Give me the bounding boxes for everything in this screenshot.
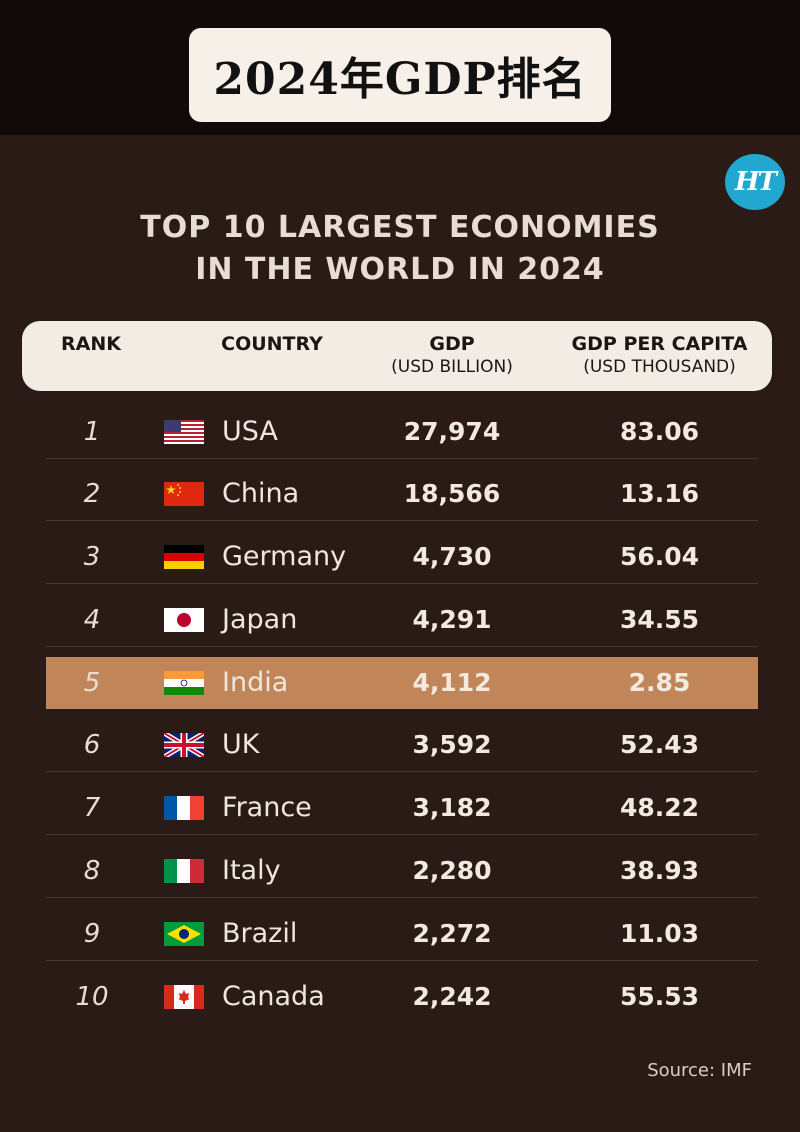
country-cell: Italy (222, 855, 281, 886)
per-capita-cell: 38.93 (619, 856, 700, 885)
country-cell: India (222, 667, 289, 698)
table-row: 1 USA 27,974 83.06 (46, 406, 758, 459)
table-row: 3 Germany 4,730 56.04 (46, 531, 758, 584)
table-row-highlighted: 5 India 4,112 2.85 (46, 657, 758, 709)
per-capita-cell: 56.04 (619, 542, 700, 571)
gdp-cell: 4,291 (412, 605, 492, 634)
rank-cell: 6 (83, 730, 101, 760)
gdp-cell: 3,592 (412, 730, 492, 759)
country-cell: Canada (222, 981, 325, 1012)
header-gdp-unit: (USD BILLION) (391, 357, 513, 377)
per-capita-cell: 83.06 (619, 417, 700, 446)
uk-flag-icon (164, 733, 204, 757)
per-capita-cell: 13.16 (619, 479, 700, 508)
banner-title: 2024年GDP排名 (213, 54, 587, 105)
table-row: 7 France 3,182 48.22 (46, 782, 758, 835)
rank-cell: 5 (83, 668, 101, 698)
header-rank-label: RANK (61, 333, 121, 355)
usa-flag-icon (164, 420, 204, 444)
country-cell: Brazil (222, 918, 298, 949)
rank-cell: 4 (83, 605, 101, 635)
rank-cell: 7 (83, 793, 101, 823)
country-cell: Germany (222, 541, 347, 572)
gdp-cell: 4,112 (412, 668, 492, 697)
rank-cell: 3 (83, 542, 101, 572)
header-per-capita-label: GDP PER CAPITA (571, 333, 748, 355)
headline-line-1: TOP 10 LARGEST ECONOMIES (140, 210, 660, 245)
rank-cell: 8 (83, 856, 101, 886)
table-row: 8 Italy 2,280 38.93 (46, 845, 758, 898)
country-cell: USA (222, 416, 278, 447)
country-cell: Japan (222, 604, 298, 635)
gdp-cell: 3,182 (412, 793, 492, 822)
gdp-cell: 18,566 (403, 479, 501, 508)
rank-cell: 9 (83, 919, 101, 949)
country-cell: France (222, 792, 312, 823)
france-flag-icon (164, 796, 204, 820)
source-note: Source: IMF (647, 1060, 752, 1081)
canada-flag-icon (164, 985, 204, 1009)
per-capita-cell: 2.85 (628, 668, 691, 697)
table-row: 4 Japan 4,291 34.55 (46, 594, 758, 647)
header-per-capita-unit: (USD THOUSAND) (583, 357, 736, 377)
per-capita-cell: 52.43 (619, 730, 700, 759)
header-country: COUNTRY (197, 333, 347, 355)
per-capita-cell: 11.03 (619, 919, 700, 948)
per-capita-cell: 55.53 (619, 982, 700, 1011)
gdp-cell: 2,280 (412, 856, 492, 885)
table-row: 6 UK 3,592 52.43 (46, 719, 758, 772)
top-banner: 2024年GDP排名 (0, 0, 800, 135)
rank-cell: 1 (83, 417, 101, 447)
table-row: 2 China 18,566 13.16 (46, 468, 758, 521)
table-row: 9 Brazil 2,272 11.03 (46, 908, 758, 961)
brazil-flag-icon (164, 922, 204, 946)
gdp-cell: 2,272 (412, 919, 492, 948)
gdp-cell: 4,730 (412, 542, 492, 571)
header-rank: RANK (36, 333, 146, 355)
rank-cell: 10 (75, 982, 109, 1012)
banner-title-box: 2024年GDP排名 (189, 28, 611, 122)
rank-cell: 2 (83, 479, 101, 509)
india-flag-icon (164, 671, 204, 695)
country-cell: UK (222, 729, 260, 760)
header-per-capita: GDP PER CAPITA (USD THOUSAND) (557, 333, 762, 377)
ht-logo-text: HT (735, 167, 777, 197)
per-capita-cell: 48.22 (619, 793, 700, 822)
china-flag-icon (164, 482, 204, 506)
japan-flag-icon (164, 608, 204, 632)
gdp-cell: 2,242 (412, 982, 492, 1011)
header-gdp: GDP (USD BILLION) (367, 333, 537, 377)
per-capita-cell: 34.55 (619, 605, 700, 634)
header-country-label: COUNTRY (221, 333, 323, 355)
table-row: 10 Canada 2,242 55.53 (46, 971, 758, 1023)
germany-flag-icon (164, 545, 204, 569)
italy-flag-icon (164, 859, 204, 883)
country-cell: China (222, 478, 300, 509)
headline-line-2: IN THE WORLD IN 2024 (195, 252, 605, 287)
table-header: RANK COUNTRY GDP (USD BILLION) GDP PER C… (22, 321, 772, 391)
header-gdp-label: GDP (429, 333, 475, 355)
ht-logo: HT (725, 154, 785, 210)
gdp-cell: 27,974 (403, 417, 501, 446)
